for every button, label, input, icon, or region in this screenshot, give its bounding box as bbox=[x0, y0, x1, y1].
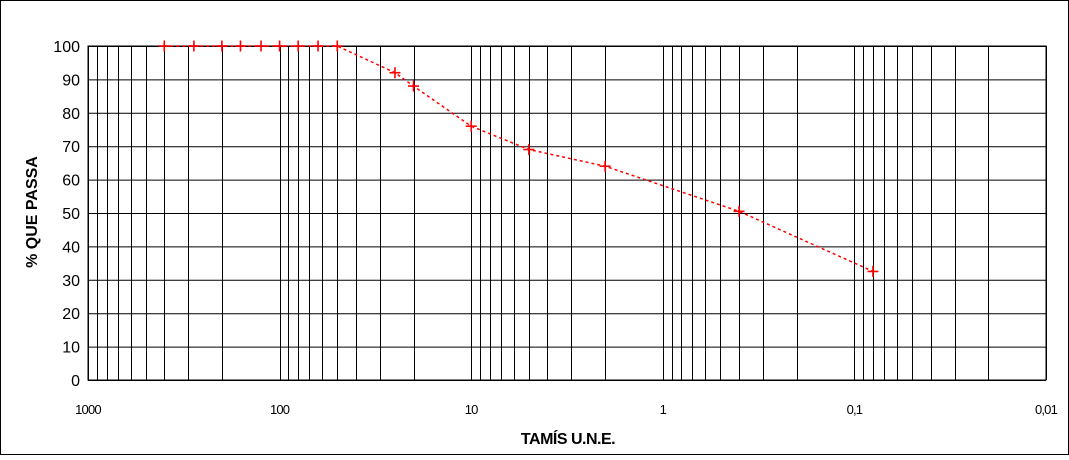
y-tick-label: 50 bbox=[62, 206, 80, 223]
data-point-marker bbox=[867, 265, 879, 277]
y-tick-label: 0 bbox=[71, 373, 80, 390]
data-point-marker bbox=[188, 40, 200, 52]
data-point-marker bbox=[733, 205, 745, 217]
data-point-marker bbox=[292, 40, 304, 52]
x-tick-label: 10 bbox=[465, 402, 478, 417]
data-point-marker bbox=[465, 120, 477, 132]
y-axis-title: % QUE PASSA bbox=[24, 156, 41, 268]
y-tick-label: 40 bbox=[62, 239, 80, 256]
x-tick-label: 1 bbox=[660, 402, 667, 417]
series-line bbox=[164, 45, 874, 273]
x-tick-label: 1000 bbox=[75, 402, 101, 417]
data-point-marker bbox=[255, 40, 267, 52]
data-point-marker bbox=[389, 67, 401, 79]
data-point-marker bbox=[158, 40, 170, 52]
y-tick-label: 80 bbox=[62, 106, 80, 123]
y-tick-label: 70 bbox=[62, 139, 80, 156]
y-tick-label: 20 bbox=[62, 306, 80, 323]
y-tick-label: 100 bbox=[53, 39, 80, 56]
x-tick-label: 0,01 bbox=[1035, 402, 1058, 417]
data-point-marker bbox=[216, 40, 228, 52]
x-axis-title: TAMÍS U.N.E. bbox=[521, 429, 615, 448]
tick-labels: 0 10 20 30 40 50 60 70 80 90 100 1000 100 10 1 0,1 0,01 bbox=[53, 39, 1058, 417]
y-tick-label: 10 bbox=[62, 340, 80, 357]
x-tick-label: 0,1 bbox=[847, 402, 863, 417]
plot-area-border bbox=[87, 45, 1047, 381]
y-tick-label: 90 bbox=[62, 72, 80, 89]
data-point-marker bbox=[274, 40, 286, 52]
x-tick-label: 100 bbox=[270, 402, 290, 417]
data-point-marker bbox=[599, 160, 611, 172]
y-tick-label: 60 bbox=[62, 173, 80, 190]
data-point-marker bbox=[234, 40, 246, 52]
data-series bbox=[158, 40, 879, 277]
data-point-marker bbox=[408, 80, 420, 92]
data-point-marker bbox=[523, 144, 535, 156]
data-point-marker bbox=[312, 40, 324, 52]
data-point-marker bbox=[331, 40, 343, 52]
y-tick-label: 30 bbox=[62, 273, 80, 290]
